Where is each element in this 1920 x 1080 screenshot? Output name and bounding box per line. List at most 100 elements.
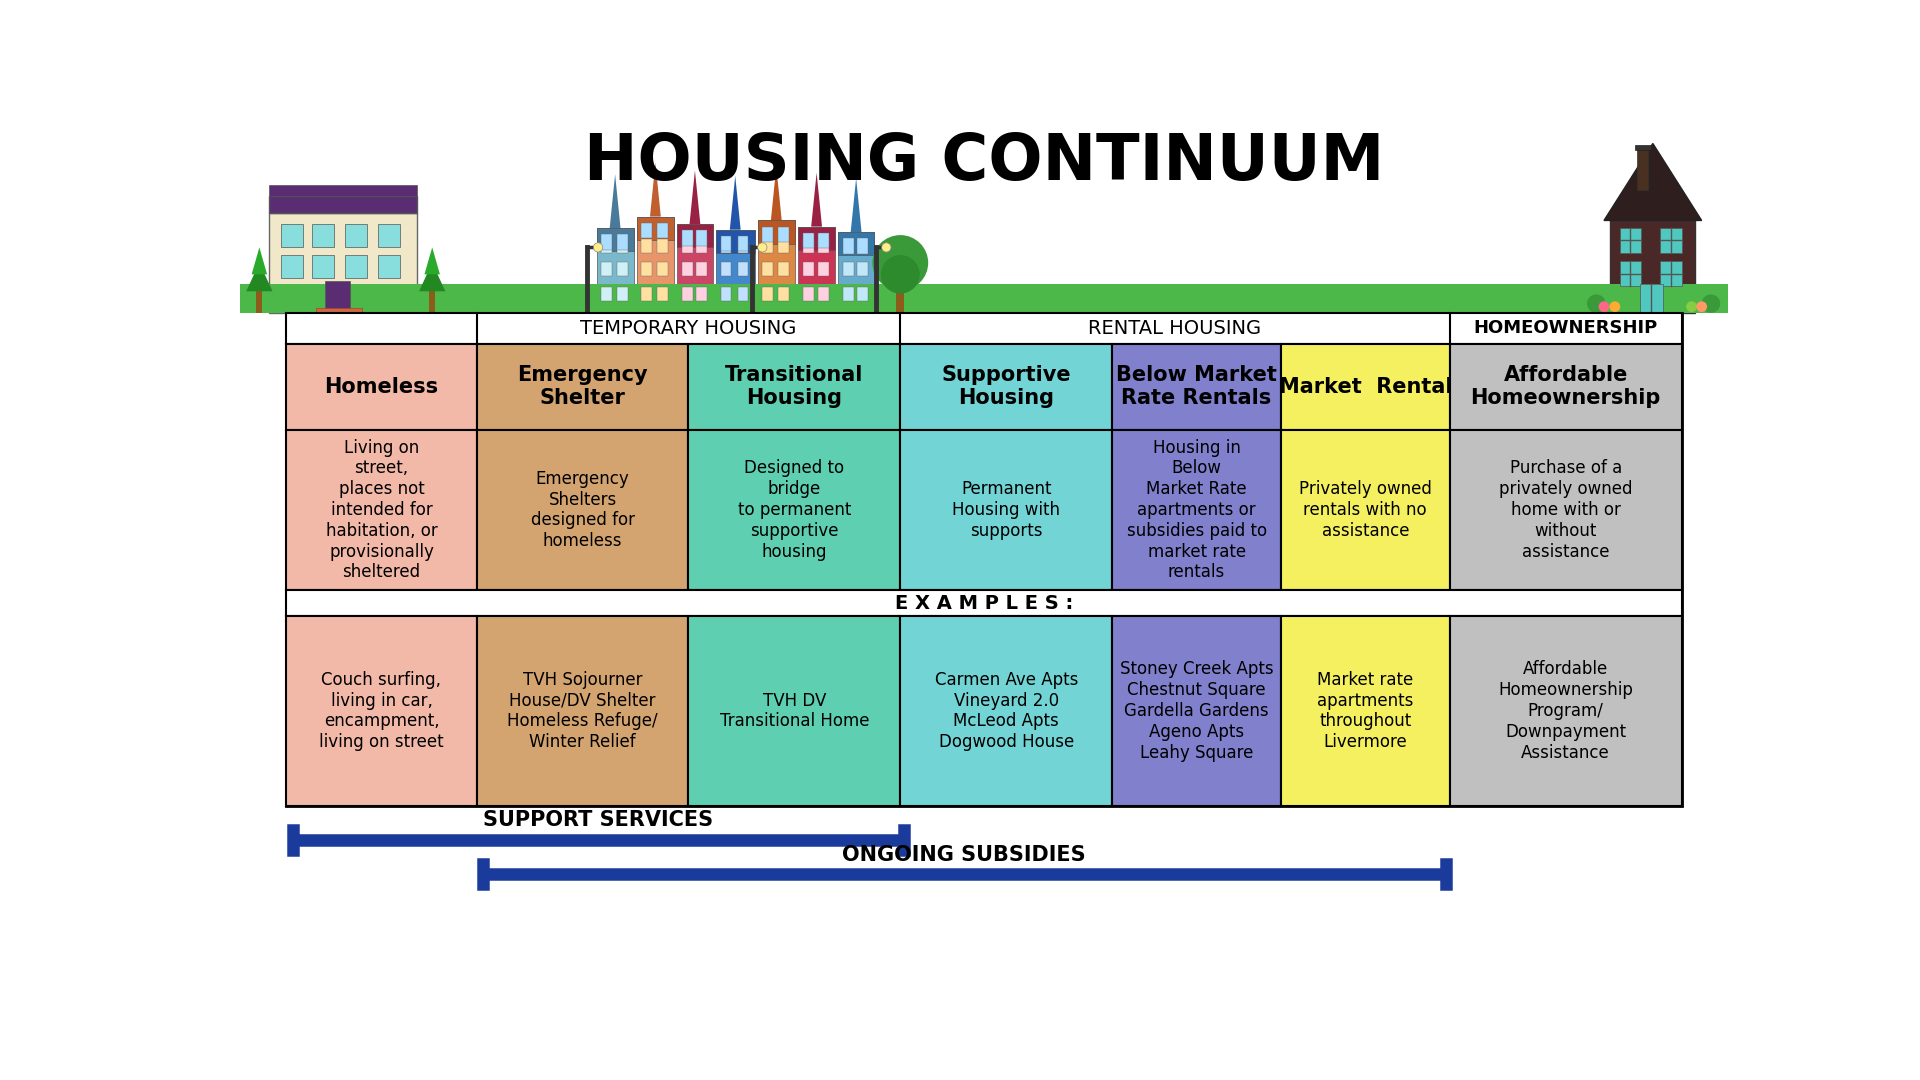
Text: TVH DV
Transitional Home: TVH DV Transitional Home bbox=[720, 691, 870, 730]
FancyBboxPatch shape bbox=[286, 313, 1682, 806]
Polygon shape bbox=[611, 174, 620, 228]
FancyBboxPatch shape bbox=[1619, 261, 1642, 286]
FancyBboxPatch shape bbox=[689, 430, 900, 590]
FancyBboxPatch shape bbox=[657, 239, 668, 253]
FancyBboxPatch shape bbox=[286, 590, 1682, 617]
FancyBboxPatch shape bbox=[616, 234, 628, 249]
FancyBboxPatch shape bbox=[803, 233, 814, 248]
FancyBboxPatch shape bbox=[378, 225, 399, 247]
FancyBboxPatch shape bbox=[678, 225, 712, 247]
Text: Market rate
apartments
throughout
Livermore: Market rate apartments throughout Liverm… bbox=[1317, 671, 1413, 752]
Polygon shape bbox=[810, 173, 822, 227]
Polygon shape bbox=[424, 247, 440, 274]
FancyBboxPatch shape bbox=[1112, 343, 1281, 430]
FancyBboxPatch shape bbox=[641, 222, 653, 239]
FancyBboxPatch shape bbox=[240, 284, 1728, 313]
FancyBboxPatch shape bbox=[737, 287, 749, 301]
FancyBboxPatch shape bbox=[900, 343, 1112, 430]
FancyBboxPatch shape bbox=[280, 255, 303, 279]
FancyBboxPatch shape bbox=[682, 239, 693, 253]
Text: RENTAL HOUSING: RENTAL HOUSING bbox=[1089, 319, 1261, 338]
FancyBboxPatch shape bbox=[597, 228, 634, 313]
Polygon shape bbox=[851, 178, 862, 232]
Circle shape bbox=[881, 243, 891, 252]
FancyBboxPatch shape bbox=[616, 287, 628, 301]
FancyBboxPatch shape bbox=[476, 430, 689, 590]
FancyBboxPatch shape bbox=[657, 222, 668, 239]
Text: Stoney Creek Apts
Chestnut Square
Gardella Gardens
Ageno Apts
Leahy Square: Stoney Creek Apts Chestnut Square Gardel… bbox=[1119, 660, 1273, 761]
FancyBboxPatch shape bbox=[799, 227, 835, 249]
Text: HOMEOWNERSHIP: HOMEOWNERSHIP bbox=[1473, 320, 1657, 337]
FancyBboxPatch shape bbox=[1636, 145, 1651, 150]
FancyBboxPatch shape bbox=[657, 287, 668, 301]
Circle shape bbox=[1588, 295, 1605, 313]
FancyBboxPatch shape bbox=[1281, 343, 1450, 430]
FancyBboxPatch shape bbox=[1450, 430, 1682, 590]
FancyBboxPatch shape bbox=[378, 255, 399, 279]
FancyBboxPatch shape bbox=[720, 262, 732, 275]
FancyBboxPatch shape bbox=[689, 343, 900, 430]
Text: Carmen Ave Apts
Vineyard 2.0
McLeod Apts
Dogwood House: Carmen Ave Apts Vineyard 2.0 McLeod Apts… bbox=[935, 671, 1077, 752]
FancyBboxPatch shape bbox=[716, 230, 755, 253]
Circle shape bbox=[872, 235, 927, 291]
FancyBboxPatch shape bbox=[286, 430, 476, 590]
Polygon shape bbox=[651, 163, 660, 217]
FancyBboxPatch shape bbox=[758, 220, 795, 313]
FancyBboxPatch shape bbox=[269, 185, 417, 195]
FancyBboxPatch shape bbox=[897, 286, 904, 313]
FancyBboxPatch shape bbox=[900, 617, 1112, 806]
FancyBboxPatch shape bbox=[313, 255, 334, 279]
FancyBboxPatch shape bbox=[476, 343, 689, 430]
FancyBboxPatch shape bbox=[818, 287, 829, 301]
Text: Emergency
Shelter: Emergency Shelter bbox=[516, 365, 647, 408]
FancyBboxPatch shape bbox=[682, 287, 693, 301]
Text: Living on
street,
places not
intended for
habitation, or
provisionally
sheltered: Living on street, places not intended fo… bbox=[326, 438, 438, 581]
FancyBboxPatch shape bbox=[778, 262, 789, 275]
FancyBboxPatch shape bbox=[843, 262, 854, 275]
FancyBboxPatch shape bbox=[818, 239, 829, 253]
FancyBboxPatch shape bbox=[1619, 228, 1642, 253]
FancyBboxPatch shape bbox=[346, 255, 367, 279]
FancyBboxPatch shape bbox=[1659, 261, 1682, 286]
FancyBboxPatch shape bbox=[317, 308, 363, 313]
Polygon shape bbox=[246, 262, 273, 292]
FancyBboxPatch shape bbox=[762, 227, 774, 242]
Text: Permanent
Housing with
supports: Permanent Housing with supports bbox=[952, 481, 1060, 540]
FancyBboxPatch shape bbox=[803, 239, 814, 253]
Circle shape bbox=[881, 255, 920, 294]
FancyBboxPatch shape bbox=[762, 262, 774, 275]
FancyBboxPatch shape bbox=[720, 287, 732, 301]
FancyBboxPatch shape bbox=[601, 262, 612, 275]
FancyBboxPatch shape bbox=[762, 287, 774, 301]
FancyBboxPatch shape bbox=[682, 262, 693, 275]
FancyBboxPatch shape bbox=[720, 239, 732, 253]
FancyBboxPatch shape bbox=[778, 287, 789, 301]
FancyBboxPatch shape bbox=[803, 262, 814, 275]
FancyBboxPatch shape bbox=[689, 617, 900, 806]
FancyBboxPatch shape bbox=[762, 239, 774, 253]
FancyBboxPatch shape bbox=[597, 228, 634, 252]
FancyBboxPatch shape bbox=[313, 225, 334, 247]
FancyBboxPatch shape bbox=[324, 281, 349, 313]
FancyBboxPatch shape bbox=[818, 233, 829, 248]
FancyBboxPatch shape bbox=[641, 262, 653, 275]
FancyBboxPatch shape bbox=[1659, 228, 1682, 253]
FancyBboxPatch shape bbox=[1640, 284, 1663, 313]
FancyBboxPatch shape bbox=[695, 262, 707, 275]
FancyBboxPatch shape bbox=[637, 217, 674, 240]
FancyBboxPatch shape bbox=[1450, 343, 1682, 430]
FancyBboxPatch shape bbox=[1112, 617, 1281, 806]
FancyBboxPatch shape bbox=[843, 239, 854, 253]
FancyBboxPatch shape bbox=[856, 239, 868, 253]
FancyBboxPatch shape bbox=[601, 234, 612, 249]
FancyBboxPatch shape bbox=[641, 287, 653, 301]
Text: Emergency
Shelters
designed for
homeless: Emergency Shelters designed for homeless bbox=[530, 470, 634, 550]
FancyBboxPatch shape bbox=[856, 262, 868, 275]
FancyBboxPatch shape bbox=[737, 235, 749, 252]
FancyBboxPatch shape bbox=[255, 292, 263, 313]
FancyBboxPatch shape bbox=[286, 617, 476, 806]
Text: Below Market
Rate Rentals: Below Market Rate Rentals bbox=[1116, 365, 1277, 408]
FancyBboxPatch shape bbox=[637, 217, 674, 313]
Circle shape bbox=[1701, 295, 1720, 313]
FancyBboxPatch shape bbox=[737, 262, 749, 275]
